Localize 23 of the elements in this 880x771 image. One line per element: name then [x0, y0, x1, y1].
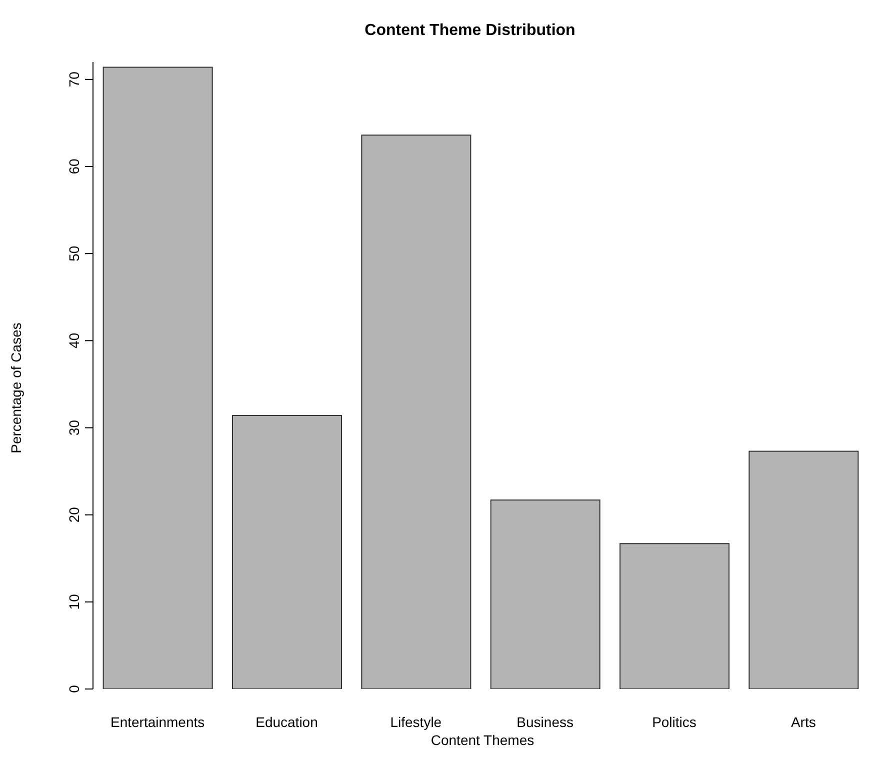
x-tick-label: Education [256, 714, 318, 730]
x-tick-label: Arts [790, 714, 816, 730]
x-tick-label: Entertainments [110, 714, 205, 730]
y-tick-label: 70 [66, 71, 82, 88]
y-tick-label: 50 [66, 246, 82, 262]
x-tick-label: Business [516, 714, 574, 730]
y-tick-label: 20 [66, 506, 82, 523]
chart-title: Content Theme Distribution [364, 22, 576, 40]
y-tick-label: 60 [66, 158, 82, 174]
bar [232, 415, 342, 689]
x-tick-label: Politics [652, 714, 696, 730]
y-tick-label: 10 [66, 594, 82, 610]
y-tick-label: 40 [66, 332, 82, 348]
x-tick-label: Lifestyle [390, 714, 442, 730]
y-tick-label: 0 [66, 684, 82, 693]
bar [102, 66, 213, 689]
bar [620, 543, 730, 689]
y-axis-title: Percentage of Cases [8, 322, 24, 456]
x-axis-title: Content Themes [430, 732, 536, 748]
bar [361, 134, 472, 689]
bar [748, 450, 859, 689]
y-tick-label: 30 [66, 420, 82, 436]
bar [490, 500, 600, 689]
